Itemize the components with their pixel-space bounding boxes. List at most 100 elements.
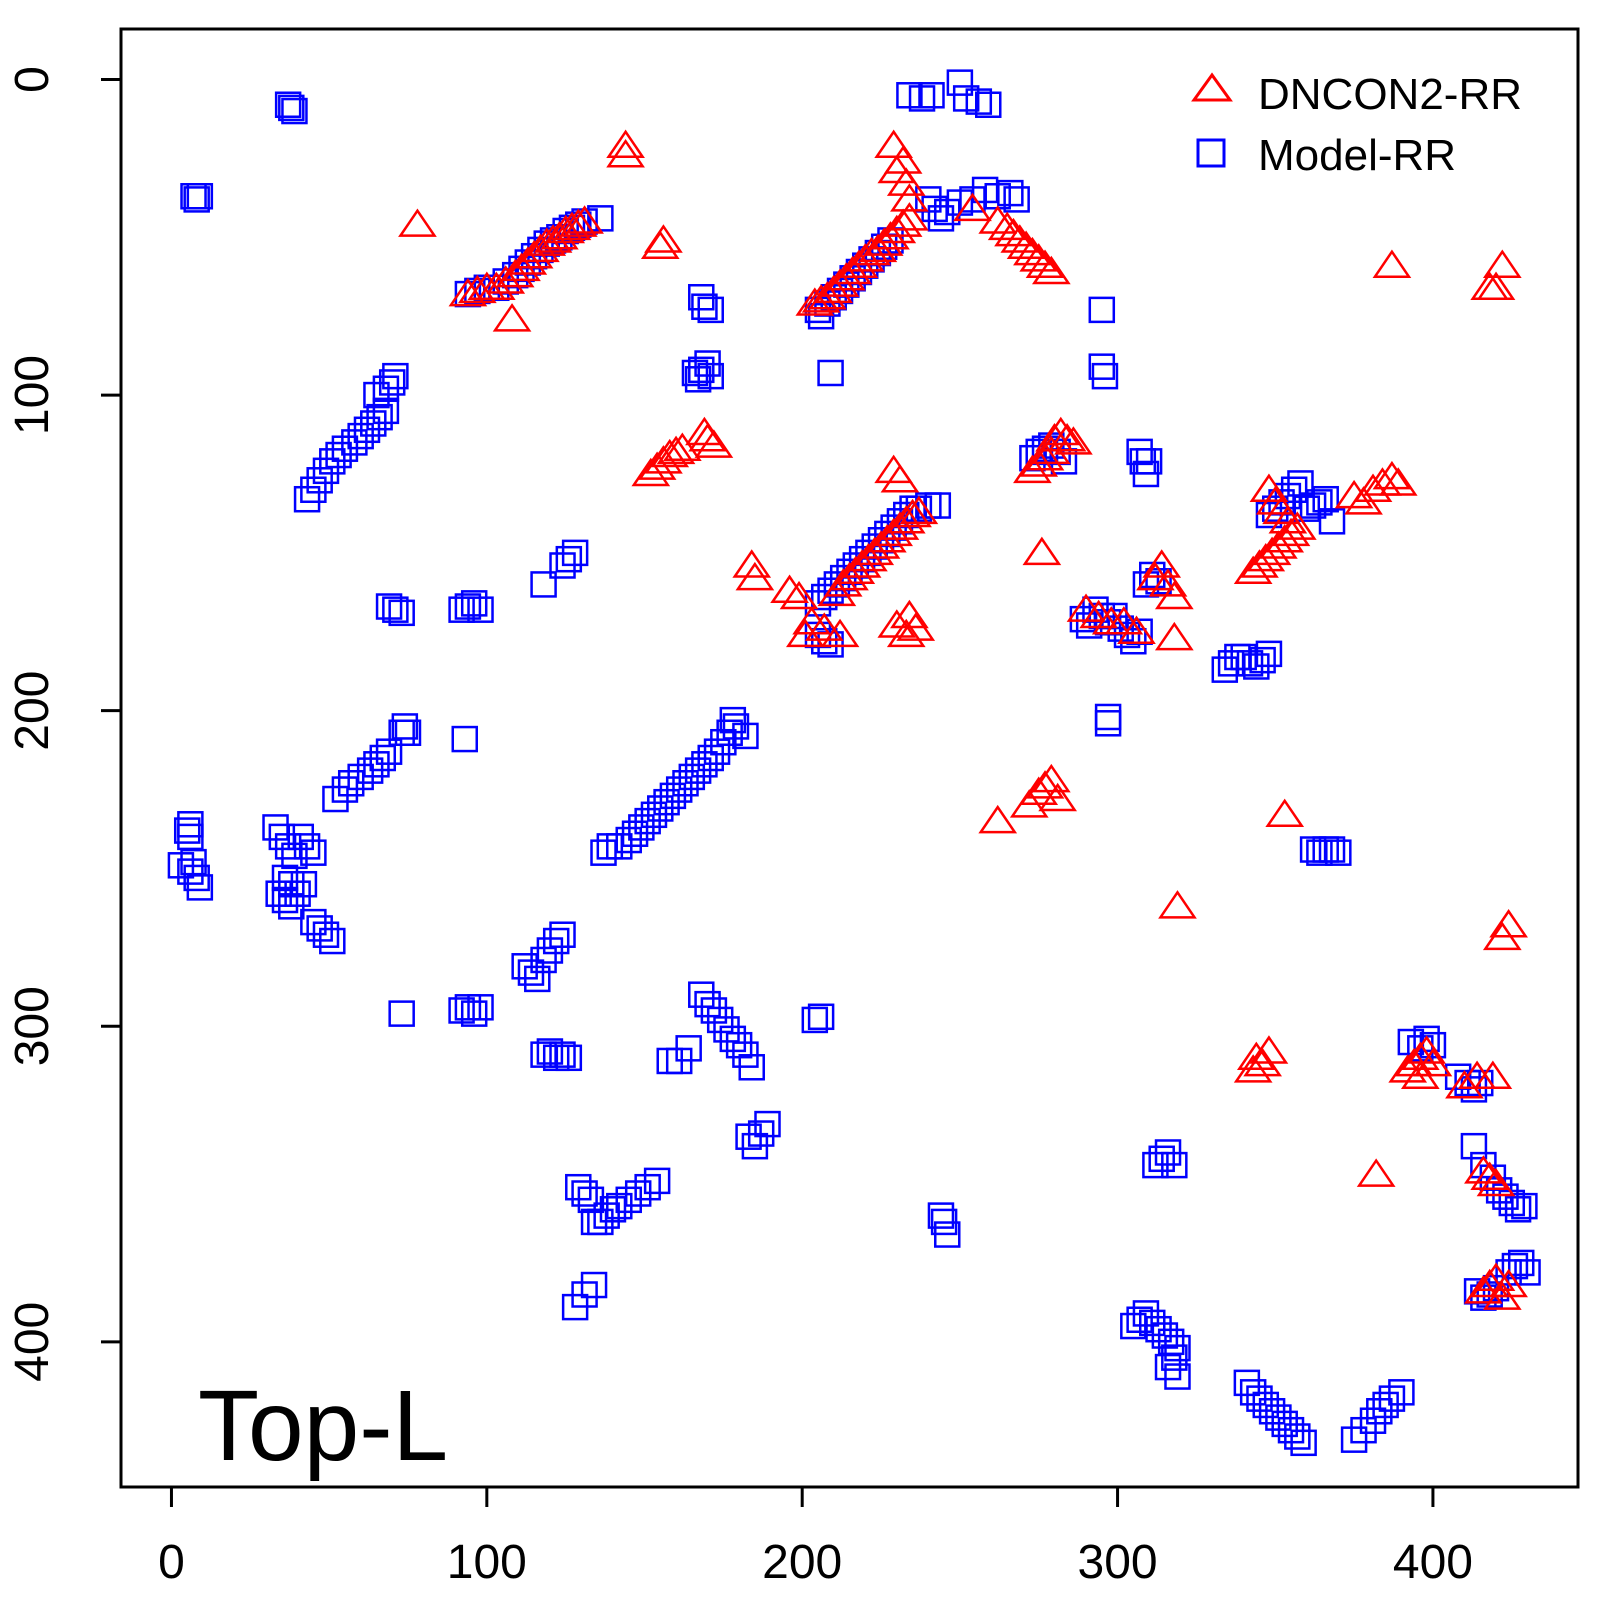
dncon2-point — [1249, 473, 1289, 503]
legend-label-model: Model-RR — [1258, 131, 1456, 180]
dncon2-point — [1236, 1041, 1276, 1071]
dncon2-point — [662, 432, 702, 461]
model-point — [183, 186, 210, 213]
model-point — [747, 1120, 775, 1147]
model-point — [293, 833, 321, 860]
y-tick-label: 0 — [6, 66, 59, 93]
model-point — [388, 1000, 415, 1027]
model-point — [183, 864, 210, 892]
dncon2-point — [1476, 271, 1516, 301]
model-point — [817, 359, 844, 387]
dncon2-point — [1154, 621, 1194, 651]
dncon2-point — [883, 145, 923, 174]
legend-marker-dncon2 — [1191, 72, 1233, 102]
model-point — [382, 362, 409, 390]
model-point — [908, 85, 936, 112]
model-point — [817, 631, 844, 658]
dncon2-point — [890, 202, 929, 231]
model-point — [1476, 1281, 1503, 1308]
dncon2-point — [606, 139, 645, 168]
y-tick-label: 300 — [6, 986, 59, 1066]
dncon2-point — [1006, 230, 1046, 260]
dncon2-point — [1356, 1158, 1396, 1187]
dncon2-point — [874, 129, 914, 159]
model-point — [596, 833, 624, 860]
dncon2-point — [890, 599, 929, 629]
dncon2-point — [801, 284, 841, 313]
model-point — [1154, 1353, 1182, 1381]
model-point — [337, 769, 365, 797]
dncon2-point — [640, 230, 680, 260]
model-point — [391, 713, 419, 740]
dncon2-point — [1104, 606, 1144, 635]
y-tick-label: 400 — [6, 1302, 59, 1382]
model-point — [1388, 1379, 1415, 1406]
model-point — [460, 590, 488, 617]
dncon2-point — [1482, 249, 1522, 278]
dncon2-point — [893, 498, 932, 528]
model-point — [378, 369, 406, 396]
model-point — [1249, 646, 1276, 674]
model-point — [580, 1271, 608, 1299]
dncon2-point — [644, 224, 683, 253]
x-tick-label: 0 — [158, 1536, 185, 1589]
model-point — [549, 921, 576, 948]
model-point — [312, 921, 340, 948]
dncon2-point — [650, 438, 690, 468]
dncon2-point — [1407, 1035, 1446, 1064]
model-point — [1161, 1151, 1188, 1179]
model-point — [738, 1054, 765, 1081]
dncon2-point — [899, 495, 939, 525]
dncon2-point — [1117, 615, 1156, 645]
dncon2-point — [1154, 580, 1194, 610]
dncon2-point — [804, 612, 844, 641]
x-tick-label: 200 — [762, 1536, 842, 1589]
model-point — [467, 994, 494, 1021]
dncon2-point — [779, 580, 819, 610]
dncon2-point — [565, 205, 604, 234]
y-tick-label: 200 — [6, 671, 59, 751]
model-point — [924, 492, 952, 519]
points-layer — [167, 69, 1541, 1457]
legend: DNCON2-RR Model-RR — [1191, 70, 1522, 180]
model-point — [934, 1221, 961, 1248]
model-point — [1511, 1192, 1538, 1220]
model-point — [801, 1006, 829, 1034]
model-point — [1318, 836, 1346, 863]
dncon2-point — [978, 205, 1018, 234]
model-point — [451, 725, 479, 753]
model-point — [599, 1196, 627, 1223]
dncon2-point — [1025, 441, 1065, 471]
model-point — [927, 1202, 955, 1229]
dncon2-point — [688, 423, 727, 452]
dncon2-point — [606, 129, 645, 159]
model-point — [173, 817, 201, 844]
model-point — [274, 91, 302, 118]
model-point — [278, 870, 305, 898]
dncon2-point — [1025, 249, 1065, 278]
dncon2-point — [874, 454, 914, 484]
model-point — [467, 596, 494, 623]
model-point — [1088, 296, 1116, 324]
dncon2-point — [1489, 1268, 1528, 1298]
dncon2-point — [732, 549, 772, 578]
model-point — [1088, 353, 1116, 380]
dncon2-point — [1476, 1167, 1516, 1197]
model-point — [186, 183, 214, 210]
model-point — [1094, 703, 1122, 731]
model-point — [177, 858, 204, 885]
dncon2-point — [1249, 1035, 1289, 1064]
model-point — [1350, 1416, 1377, 1444]
dncon2-point — [845, 243, 885, 272]
model-point — [549, 1041, 576, 1068]
dncon2-point — [896, 612, 936, 641]
model-point — [1091, 362, 1119, 390]
dncon2-point — [1277, 511, 1317, 540]
model-point — [1340, 1426, 1368, 1453]
dncon2-point — [883, 208, 923, 237]
dncon2-point — [1413, 1047, 1453, 1077]
dncon2-point — [1464, 1155, 1503, 1184]
x-tick-label: 300 — [1078, 1536, 1158, 1589]
model-point — [271, 864, 299, 892]
